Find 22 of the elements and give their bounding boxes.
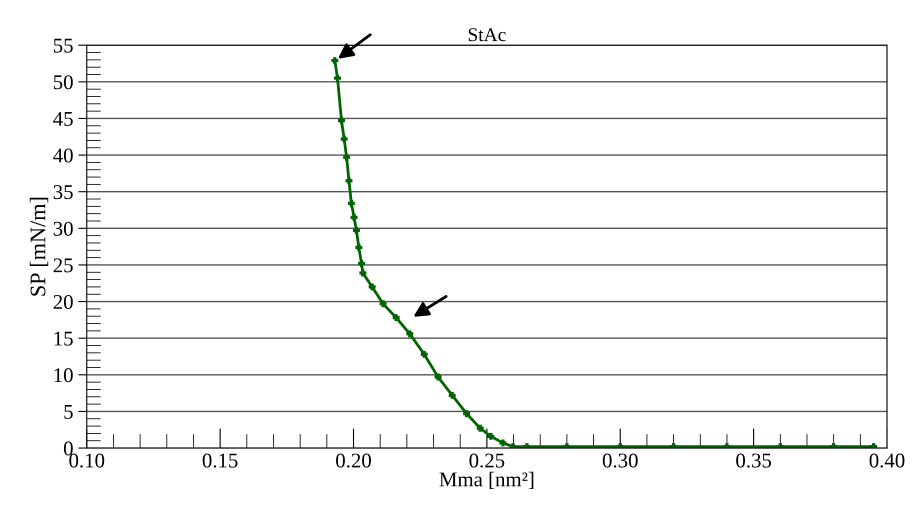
chart-title: StAc — [468, 28, 506, 42]
x-tick-label: 0.25 — [469, 454, 504, 468]
y-axis-title: SP [mN/m] — [30, 198, 48, 296]
y-tick-label: 45 — [53, 112, 73, 126]
x-tick-label: 0.30 — [602, 454, 638, 468]
y-tick-label: 0 — [64, 441, 73, 456]
x-tick-label: 0.35 — [736, 454, 772, 468]
x-tick-label: 0.40 — [870, 454, 904, 468]
x-tick-label: 0.15 — [202, 454, 238, 468]
y-tick-label: 35 — [54, 185, 73, 200]
y-tick-label: 50 — [54, 75, 73, 90]
y-tick-label: 25 — [54, 258, 73, 272]
y-tick-label: 55 — [54, 38, 73, 53]
y-tick-label: 30 — [54, 222, 73, 236]
y-tick-label: 20 — [54, 294, 73, 309]
x-tick-label: 0.20 — [336, 454, 371, 468]
x-tick-label: 0.10 — [69, 454, 104, 468]
y-tick-label: 5 — [64, 405, 73, 419]
y-tick-label: 40 — [53, 148, 73, 163]
x-axis-title: Mma [nm²] — [440, 472, 534, 490]
y-tick-label: 10 — [54, 368, 73, 382]
y-tick-label: 15 — [54, 332, 73, 346]
